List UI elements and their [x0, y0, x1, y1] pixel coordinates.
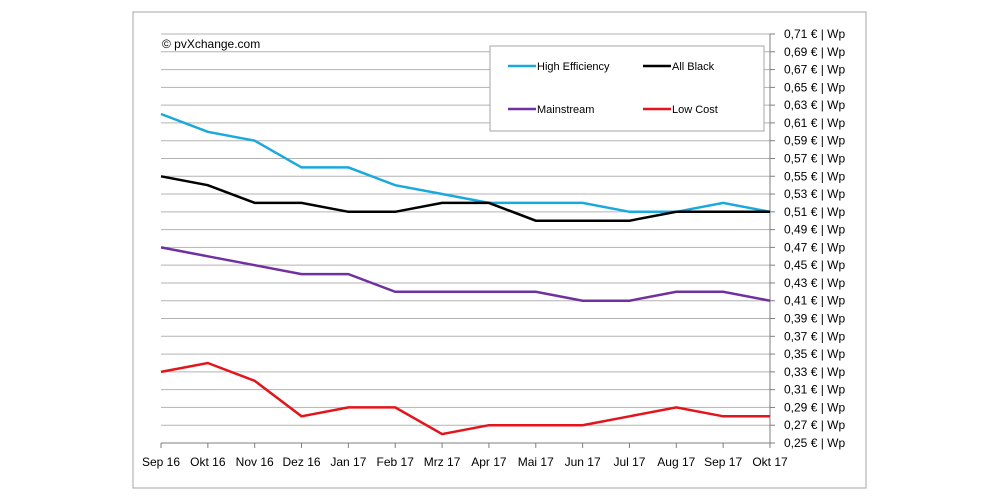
axes: 0,71 € | Wp 0,69 € | Wp 0,67 € | Wp 0,65 € … — [142, 27, 845, 469]
legend-label: All Black — [672, 61, 715, 73]
y-tick-label: 0,41 € | Wp — [784, 294, 845, 308]
y-tick-label: 0,35 € | Wp — [784, 347, 845, 361]
y-tick-label: 0,57 € | Wp — [784, 151, 845, 165]
y-tick-label: 0,49 € | Wp — [784, 223, 845, 237]
y-tick-label: 0,61 € | Wp — [784, 116, 845, 130]
y-tick-label: 0,31 € | Wp — [784, 383, 845, 397]
x-tick-label: Jul 17 — [613, 455, 645, 469]
y-tick-label: 0,67 € | Wp — [784, 63, 845, 77]
x-tick-label: Feb 17 — [377, 455, 415, 469]
x-tick-label: Okt 17 — [752, 455, 788, 469]
y-tick-label: 0,29 € | Wp — [784, 400, 845, 414]
series-line-high-efficiency — [160, 112, 771, 214]
legend-label: High Efficiency — [537, 61, 610, 73]
y-tick-label: 0,39 € | Wp — [784, 312, 845, 326]
y-tick-label: 0,55 € | Wp — [784, 169, 845, 183]
x-tick-label: Mai 17 — [518, 455, 554, 469]
series-line-mainstream — [160, 246, 771, 302]
x-tick-label: Jan 17 — [330, 455, 366, 469]
gridlines — [161, 33, 770, 444]
legend: High Efficiency All Black Mainstream Low Co… — [489, 45, 765, 132]
y-tick-label: 0,45 € | Wp — [784, 258, 845, 272]
x-tick-label: Okt 16 — [190, 455, 226, 469]
y-tick-label: 0,69 € | Wp — [784, 45, 845, 59]
x-tick-label: Apr 17 — [471, 455, 507, 469]
y-tick-label: 0,25 € | Wp — [784, 436, 845, 450]
y-tick-label: 0,37 € | Wp — [784, 329, 845, 343]
y-tick-label: 0,43 € | Wp — [784, 276, 845, 290]
x-tick-label: Sep 16 — [142, 455, 180, 469]
data-series — [160, 112, 771, 436]
y-tick-label: 0,51 € | Wp — [784, 205, 845, 219]
y-tick-label: 0,71 € | Wp — [784, 27, 845, 41]
x-tick-label: Sep 17 — [704, 455, 742, 469]
y-tick-label: 0,27 € | Wp — [784, 418, 845, 432]
y-tick-label: 0,65 € | Wp — [784, 80, 845, 94]
y-tick-label: 0,33 € | Wp — [784, 365, 845, 379]
y-tick-label: 0,63 € | Wp — [784, 98, 845, 112]
legend-label: Low Cost — [672, 104, 718, 116]
x-tick-label: Aug 17 — [657, 455, 695, 469]
series-line-all-black — [160, 175, 770, 222]
legend-box — [489, 45, 765, 132]
series-line-low-cost — [160, 361, 770, 436]
x-tick-label: Nov 16 — [236, 455, 274, 469]
legend-label: Mainstream — [537, 104, 594, 116]
x-tick-label: Dez 16 — [283, 455, 321, 469]
x-tick-label: Jun 17 — [565, 455, 601, 469]
y-tick-label: 0,47 € | Wp — [784, 240, 845, 254]
x-tick-label: Mrz 17 — [424, 455, 461, 469]
y-tick-label: 0,59 € | Wp — [784, 134, 845, 148]
y-tick-label: 0,53 € | Wp — [784, 187, 845, 201]
copyright-text: © pvXchange.com — [162, 37, 260, 51]
